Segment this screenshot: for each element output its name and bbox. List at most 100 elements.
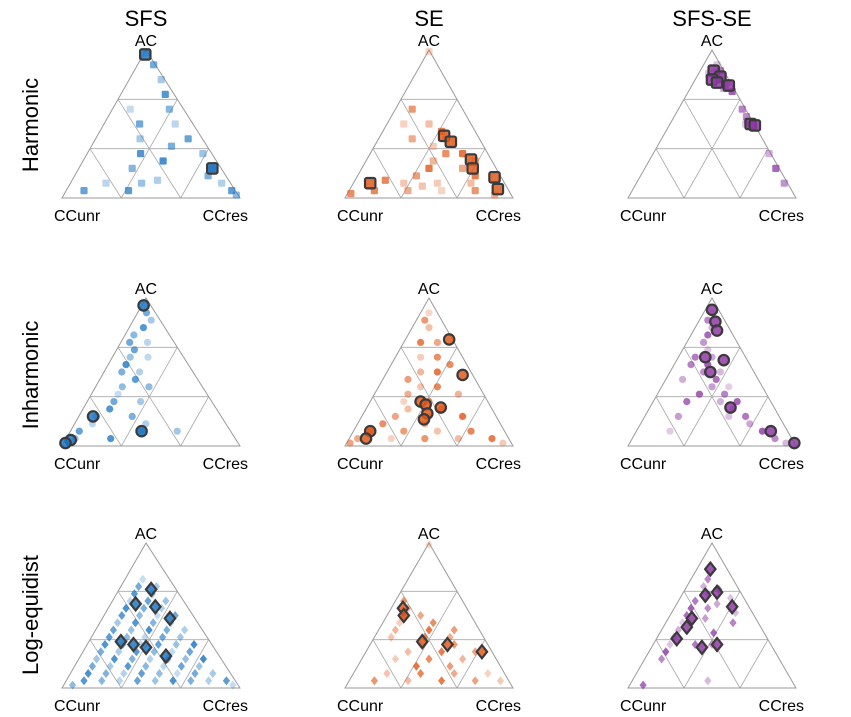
highlighted-points bbox=[670, 560, 739, 656]
data-point bbox=[153, 176, 162, 184]
grid-line bbox=[739, 396, 769, 447]
data-point bbox=[387, 632, 395, 642]
data-point bbox=[683, 611, 691, 620]
data-point bbox=[446, 361, 454, 369]
highlighted-point bbox=[359, 432, 373, 445]
grid-line bbox=[372, 639, 402, 689]
data-point bbox=[704, 603, 712, 613]
data-point bbox=[128, 654, 136, 664]
data-point bbox=[128, 412, 136, 420]
data-point bbox=[454, 435, 462, 443]
data-point bbox=[446, 661, 454, 671]
ternary-panel: AC CCunr CCres bbox=[620, 526, 804, 715]
data-point bbox=[412, 661, 420, 671]
data-point bbox=[721, 390, 729, 398]
data-point bbox=[128, 164, 136, 172]
highlighted-point bbox=[698, 350, 712, 364]
data-point bbox=[137, 398, 145, 406]
data-point bbox=[228, 187, 236, 195]
data-point bbox=[68, 680, 77, 690]
data-point bbox=[433, 179, 441, 187]
highlighted-points bbox=[359, 333, 469, 445]
data-point bbox=[404, 405, 412, 413]
data-point bbox=[438, 647, 446, 657]
data-point bbox=[408, 135, 416, 143]
data-point bbox=[417, 383, 425, 391]
column-title-se: SE bbox=[414, 6, 443, 31]
data-point bbox=[438, 676, 446, 686]
data-point bbox=[102, 669, 110, 678]
highlighted-point bbox=[139, 639, 153, 656]
data-point bbox=[130, 331, 138, 339]
data-point bbox=[704, 331, 712, 339]
data-point bbox=[107, 435, 115, 443]
data-point bbox=[169, 676, 177, 686]
data-point bbox=[442, 150, 450, 158]
series-points bbox=[346, 309, 507, 447]
data-point bbox=[691, 353, 699, 361]
data-point bbox=[222, 676, 230, 686]
data-point bbox=[782, 439, 790, 447]
highlighted-point bbox=[144, 581, 158, 598]
grid-line bbox=[739, 148, 769, 199]
data-point bbox=[425, 164, 433, 172]
data-point bbox=[354, 435, 362, 443]
grid-line bbox=[655, 396, 685, 447]
corner-label-ac: AC bbox=[701, 526, 723, 543]
data-point bbox=[187, 676, 195, 686]
figure-titles: SFS SE SFS-SE Harmonic Inharmonic Log-eq… bbox=[18, 6, 752, 675]
highlighted-point bbox=[440, 636, 455, 653]
data-point bbox=[209, 669, 217, 678]
data-point bbox=[704, 676, 712, 686]
data-point bbox=[145, 625, 153, 635]
data-point bbox=[130, 346, 138, 354]
data-point bbox=[126, 105, 134, 113]
data-point bbox=[780, 179, 788, 187]
highlighted-point bbox=[710, 584, 724, 601]
data-point bbox=[765, 150, 773, 158]
data-point bbox=[471, 676, 479, 686]
data-point bbox=[381, 176, 389, 184]
data-point bbox=[159, 157, 167, 165]
data-point bbox=[700, 338, 708, 346]
highlighted-point bbox=[475, 643, 489, 661]
grid-line bbox=[89, 148, 122, 199]
data-point bbox=[700, 582, 708, 591]
data-point bbox=[429, 618, 437, 628]
highlighted-point bbox=[444, 135, 458, 149]
highlighted-point bbox=[442, 333, 456, 346]
data-point bbox=[136, 120, 144, 128]
data-point bbox=[425, 120, 433, 128]
ternary-grid bbox=[89, 346, 210, 447]
data-point bbox=[708, 383, 716, 391]
data-point bbox=[88, 661, 96, 671]
ternary-frame bbox=[344, 296, 514, 447]
data-point bbox=[433, 368, 441, 376]
grid-line bbox=[683, 347, 741, 447]
data-point bbox=[195, 661, 203, 671]
ternary-frame bbox=[61, 49, 241, 199]
series-points bbox=[666, 309, 790, 447]
corner-label-ccunr: CCunr bbox=[620, 456, 667, 473]
data-point bbox=[118, 368, 126, 376]
data-point bbox=[97, 647, 105, 657]
data-point bbox=[418, 182, 426, 190]
corner-label-ccunr: CCunr bbox=[337, 456, 384, 473]
corner-label-ccunr: CCunr bbox=[54, 456, 101, 473]
data-point bbox=[683, 398, 691, 406]
data-point bbox=[346, 439, 354, 447]
data-point bbox=[679, 618, 687, 628]
data-point bbox=[687, 361, 695, 369]
data-point bbox=[471, 647, 479, 657]
ternary-panel: AC CCunr CCres bbox=[54, 526, 248, 715]
data-point bbox=[674, 625, 682, 635]
row-title-inharmonic: Inharmonic bbox=[18, 321, 43, 430]
data-point bbox=[177, 661, 185, 671]
data-point bbox=[141, 632, 149, 642]
data-point bbox=[167, 142, 176, 150]
highlighted-point bbox=[86, 410, 100, 423]
corner-label-ccunr: CCunr bbox=[54, 698, 101, 715]
data-point bbox=[191, 669, 199, 678]
data-point bbox=[425, 309, 433, 317]
